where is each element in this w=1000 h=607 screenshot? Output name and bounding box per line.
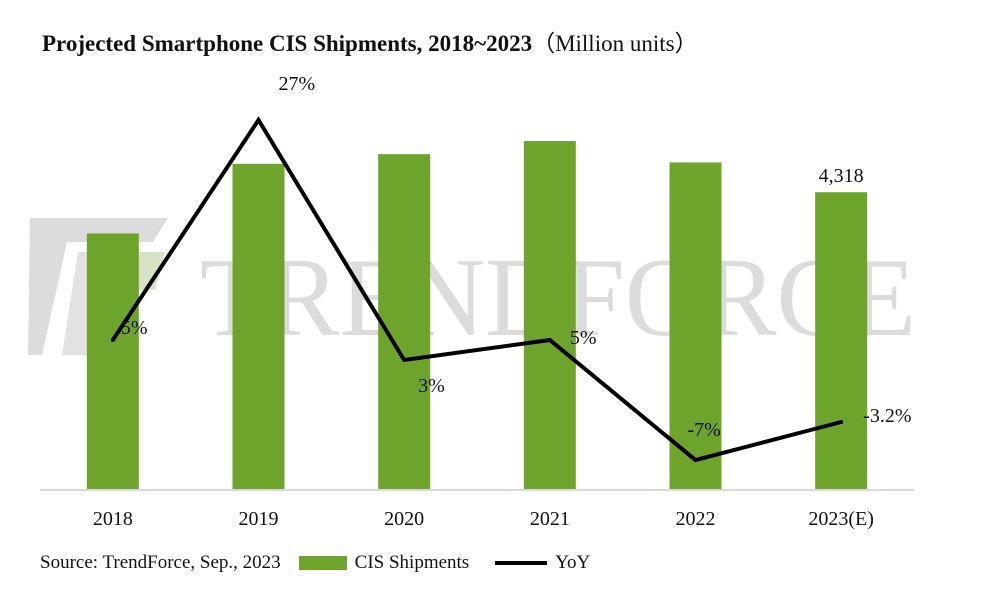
x-tick-label: 2019 <box>239 508 279 530</box>
bar-2021 <box>523 141 576 490</box>
source-note: Source: TrendForce, Sep., 2023 <box>40 552 281 573</box>
yoy-label: -3.2% <box>863 405 911 427</box>
trendforce-watermark: TRENDFORCE <box>28 218 916 360</box>
bar-2023e <box>815 192 868 490</box>
x-tick-label: 2020 <box>384 508 424 530</box>
yoy-point <box>547 338 552 342</box>
yoy-point <box>402 358 407 362</box>
legend-item-yoy: YoY <box>495 552 590 574</box>
x-tick-label: 2023(E) <box>808 508 874 530</box>
yoy-label: 5% <box>121 317 148 339</box>
yoy-label: 27% <box>279 73 316 95</box>
legend-label-yoy: YoY <box>555 552 591 573</box>
yoy-point <box>693 458 698 462</box>
bar-2020 <box>378 154 431 490</box>
bar-data-label: 4,318 <box>819 165 864 187</box>
legend-label-cis: CIS Shipments <box>354 552 470 573</box>
legend-item-cis: CIS Shipments <box>298 552 470 574</box>
x-tick-label: 2022 <box>676 508 716 530</box>
x-tick-label: 2018 <box>93 508 133 530</box>
yoy-label: -7% <box>688 419 721 441</box>
yoy-point <box>110 338 115 342</box>
yoy-point <box>839 420 844 424</box>
chart-title: Projected Smartphone CIS Shipments, 2018… <box>42 31 698 56</box>
x-tick-label: 2021 <box>530 508 570 530</box>
yoy-line <box>111 116 842 463</box>
legend-swatch-yoy <box>495 561 548 565</box>
legend-swatch-cis <box>298 556 347 570</box>
bar-2022 <box>669 162 722 490</box>
bar-2018 <box>86 233 139 490</box>
bar-2019 <box>232 163 285 491</box>
yoy-point <box>256 118 261 122</box>
chart-title-unit: （Million units） <box>532 31 698 56</box>
yoy-label: 5% <box>570 327 597 349</box>
legend: Source: TrendForce, Sep., 2023 CIS Shipm… <box>40 552 616 574</box>
yoy-label: 3% <box>418 375 445 397</box>
